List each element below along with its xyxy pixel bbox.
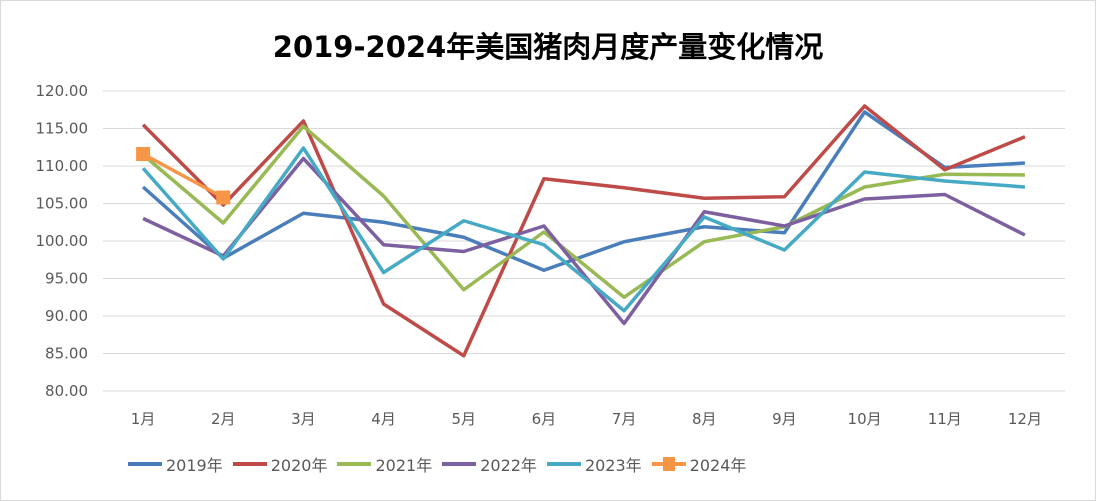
legend-line-icon: [651, 457, 686, 471]
legend-label: 2022年: [480, 456, 537, 475]
y-tick-label: 95.00: [45, 270, 88, 288]
legend-item: 2022年: [442, 452, 537, 476]
y-tick-label: 120.00: [36, 82, 89, 100]
y-tick-label: 85.00: [45, 345, 88, 363]
x-tick-label: 1月: [131, 410, 156, 428]
x-tick-label: 5月: [451, 410, 476, 428]
x-tick-label: 12月: [1008, 410, 1042, 428]
series-line-2022年: [142, 156, 1026, 326]
y-tick-label: 100.00: [36, 232, 89, 250]
legend-item: 2020年: [232, 452, 328, 476]
x-tick-label: 3月: [291, 410, 316, 428]
series-line-2023年: [141, 146, 1026, 313]
legend-label: 2024年: [689, 456, 747, 475]
y-tick-label: 115.00: [36, 120, 89, 138]
legend-line-icon: [232, 462, 267, 466]
data-point-marker: [216, 190, 231, 205]
legend-item: 2021年: [337, 452, 432, 476]
legend-line-icon: [546, 462, 581, 466]
x-tick-label: 8月: [692, 410, 717, 428]
legend-line-icon: [128, 462, 162, 466]
series-line-2024年: [142, 152, 225, 200]
legend-label: 2020年: [270, 456, 328, 475]
legend-label: 2021年: [375, 456, 433, 475]
x-tick-label: 6月: [532, 410, 557, 428]
series-line-2020年: [141, 104, 1026, 358]
x-tick-label: 4月: [371, 410, 396, 428]
legend-line-icon: [337, 462, 372, 466]
x-tick-label: 11月: [928, 410, 962, 428]
legend-item: 2024年: [651, 452, 747, 476]
legend-label: 2019年: [166, 456, 223, 475]
legend-label: 2023年: [584, 456, 642, 475]
chart-title: 2019-2024年美国猪肉月度产量变化情况: [272, 30, 824, 64]
series-line-2019年: [141, 110, 1026, 272]
y-tick-label: 80.00: [45, 382, 88, 400]
x-tick-label: 2月: [211, 410, 236, 428]
x-tick-label: 9月: [772, 410, 797, 428]
legend-item: 2019年: [128, 452, 223, 476]
legend-square-marker-icon: [662, 457, 675, 471]
legend-item: 2023年: [546, 452, 642, 476]
data-point-marker: [136, 147, 151, 161]
y-tick-label: 105.00: [36, 195, 89, 213]
x-tick-label: 10月: [848, 410, 882, 428]
legend: 2019年 2020年 2021年 2022年 2023年 2024年: [128, 452, 756, 476]
series-line-2021年: [141, 124, 1025, 299]
y-tick-label: 110.00: [36, 157, 89, 175]
y-tick-label: 90.00: [45, 307, 88, 325]
legend-line-icon: [442, 462, 477, 466]
x-tick-label: 7月: [612, 410, 637, 428]
